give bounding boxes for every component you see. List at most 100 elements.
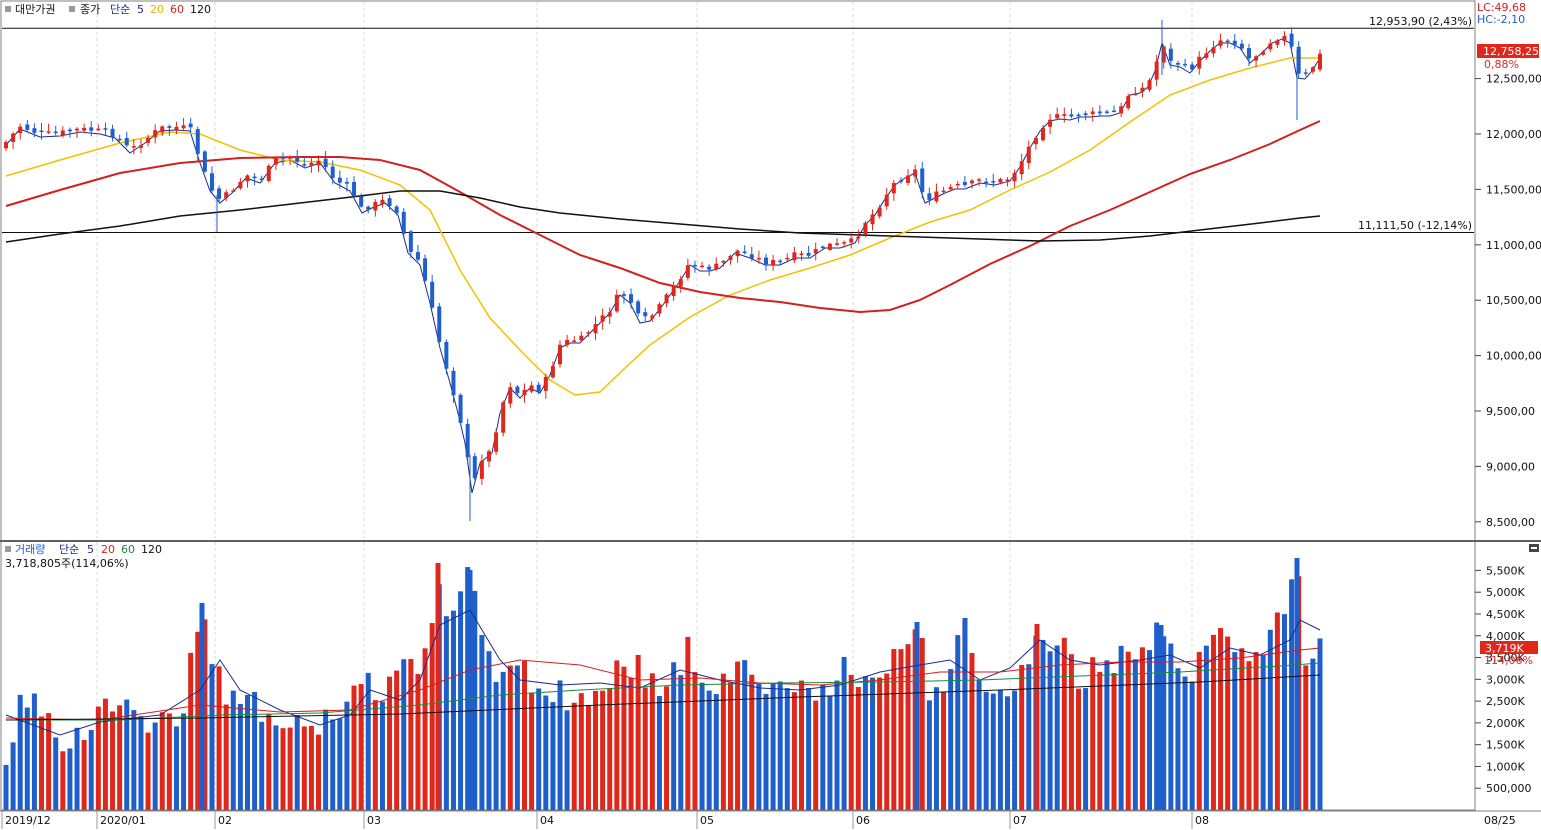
volume-tick-label: 5,500K	[1486, 564, 1525, 577]
volume-bar	[1317, 638, 1323, 810]
moving-average-lines	[5, 38, 1321, 494]
hc-label: HC:-2,10	[1477, 13, 1525, 26]
candle	[891, 182, 896, 194]
candle	[664, 294, 669, 304]
volume-bar	[671, 662, 677, 810]
candle	[593, 324, 598, 334]
candle	[32, 128, 37, 133]
volume-bar	[493, 681, 499, 810]
candle	[920, 168, 925, 193]
volume-bar	[926, 700, 932, 810]
volume-bar	[17, 694, 23, 810]
candle	[387, 198, 392, 207]
volume-bar	[202, 619, 208, 810]
volume-bar	[173, 726, 179, 810]
volume-bar	[294, 715, 300, 810]
volume-bar	[1182, 676, 1188, 810]
volume-bar	[841, 656, 847, 810]
volume-bar	[422, 648, 428, 810]
candle	[586, 332, 591, 334]
volume-bar	[351, 685, 357, 810]
volume-bar	[401, 659, 407, 810]
candle	[1048, 119, 1053, 127]
volume-bar	[1203, 645, 1209, 810]
candle	[700, 265, 705, 268]
volume-bar	[39, 716, 45, 810]
candle	[1126, 96, 1131, 109]
volume-bar	[1232, 652, 1238, 810]
volume-bar	[578, 693, 584, 810]
price-tick-label: 8,500,00	[1486, 516, 1535, 529]
candle	[1183, 63, 1188, 66]
volume-bar	[585, 705, 591, 810]
candle	[650, 315, 655, 319]
candle	[472, 456, 477, 479]
volume-bar	[1210, 634, 1216, 810]
candle	[714, 263, 719, 270]
price-legend-ma-label: 단순	[110, 3, 130, 16]
candle	[572, 340, 577, 343]
volume-bar	[1083, 688, 1089, 810]
x-axis-label: 06	[856, 814, 870, 827]
candle	[224, 192, 229, 199]
volume-bar	[521, 660, 527, 810]
candle	[25, 124, 30, 130]
candle	[1254, 56, 1259, 61]
candle	[820, 246, 825, 249]
volume-bar	[713, 694, 719, 810]
volume-bar	[955, 635, 961, 810]
volume-bar	[628, 677, 634, 810]
volume-bar	[166, 713, 172, 810]
price-tick-label: 10,500,00	[1486, 294, 1541, 307]
candle	[643, 312, 648, 317]
volume-bar	[1061, 637, 1067, 810]
candle	[96, 128, 101, 131]
volume-bar	[720, 673, 726, 810]
candle	[969, 180, 974, 184]
volume-bar	[933, 687, 939, 810]
candle	[373, 201, 378, 211]
candle	[522, 389, 527, 396]
volume-bar	[81, 740, 87, 810]
candle	[359, 196, 364, 207]
volume-ma60-line	[6, 662, 1321, 721]
volume-bar	[1125, 651, 1131, 810]
volume-bar	[543, 695, 549, 810]
volume-bar	[415, 673, 421, 810]
volume-bar	[656, 696, 662, 810]
volume-bar	[1139, 647, 1145, 810]
candle	[167, 126, 172, 128]
price-panel-frame	[0, 0, 1476, 542]
candle	[352, 181, 357, 197]
candle	[934, 191, 939, 202]
volume-bar	[435, 563, 441, 810]
candle	[884, 194, 889, 207]
volume-bar	[316, 734, 322, 810]
candle	[1062, 114, 1067, 116]
candle	[67, 129, 72, 132]
volume-tick-label: 4,000K	[1486, 630, 1525, 643]
volume-bar	[877, 677, 883, 810]
volume-bar	[46, 713, 52, 810]
candle	[536, 384, 541, 392]
volume-bar	[1281, 614, 1287, 810]
candle	[146, 137, 151, 143]
candle	[451, 370, 456, 396]
volume-tick-label: 3,000K	[1486, 673, 1525, 686]
candle	[778, 260, 783, 263]
candle	[1154, 61, 1159, 80]
volume-bar	[379, 701, 385, 810]
volume-bar	[884, 673, 890, 810]
volume-ma5-line	[5, 609, 1321, 736]
candle	[75, 128, 80, 131]
volume-bar	[88, 729, 94, 810]
volume-bars	[3, 558, 1323, 810]
candle	[153, 130, 158, 138]
volume-bar	[1076, 688, 1082, 810]
lc-label: LC:49,68	[1477, 1, 1526, 14]
candle	[39, 130, 44, 133]
candle	[401, 211, 406, 234]
volume-bar	[3, 764, 9, 810]
candle	[273, 157, 278, 165]
legend-square-icon	[5, 6, 11, 12]
